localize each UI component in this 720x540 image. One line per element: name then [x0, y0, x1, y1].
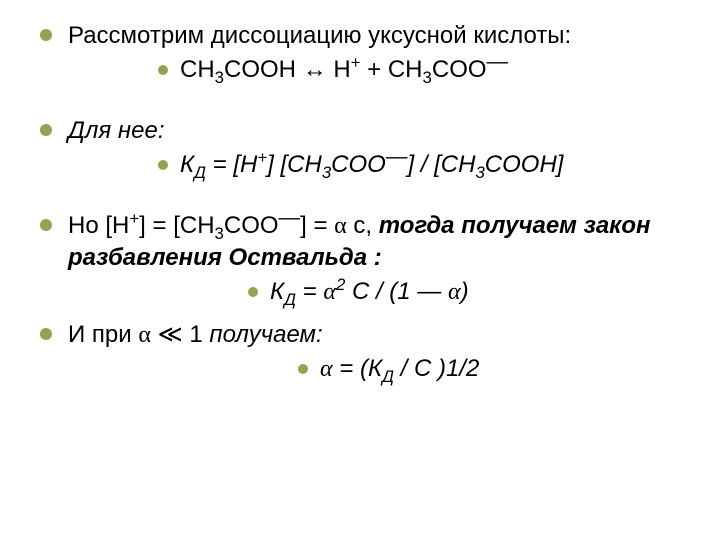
bullet-dot: [40, 124, 52, 136]
formula-2: КД = [H+] [CH3COO—] / [CH3COOH]: [180, 149, 563, 181]
sub-line-4: α = (КД / C )1/2: [68, 353, 690, 385]
sub-bullet-dot: [298, 364, 308, 374]
bullet-dot: [40, 328, 52, 340]
bullet-item-1: Рассмотрим диссоциацию уксусной кислоты:…: [40, 20, 690, 87]
content-2: Для нее: КД = [H+] [CH3COO—] / [CH3COOH]: [68, 115, 690, 182]
content-3: Но [H+] = [CH3COO—] = α c, тогда получае…: [68, 210, 690, 309]
content-4: И при α ≪ 1 получаем: α = (КД / C )1/2: [68, 319, 690, 386]
bullet-item-4: И при α ≪ 1 получаем: α = (КД / C )1/2: [40, 319, 690, 386]
formula-4: α = (КД / C )1/2: [320, 353, 479, 385]
sub-bullet-dot: [248, 287, 258, 297]
sub-line-3: КД = α2 C / (1 — α): [68, 276, 690, 308]
line-3: Но [H+] = [CH3COO—] = α c, тогда получае…: [68, 210, 690, 275]
formula-1: CH3COOH ↔ H+ + CH3COO—: [180, 54, 508, 86]
formula-3: КД = α2 C / (1 — α): [270, 276, 469, 308]
line-2: Для нее:: [68, 115, 690, 147]
content-1: Рассмотрим диссоциацию уксусной кислоты:…: [68, 20, 690, 87]
bullet-item-2: Для нее: КД = [H+] [CH3COO—] / [CH3COOH]: [40, 115, 690, 182]
line-4: И при α ≪ 1 получаем:: [68, 319, 690, 351]
bullet-dot: [40, 219, 52, 231]
sub-line-1: CH3COOH ↔ H+ + CH3COO—: [68, 54, 690, 86]
sub-line-2: КД = [H+] [CH3COO—] / [CH3COOH]: [68, 149, 690, 181]
line-1: Рассмотрим диссоциацию уксусной кислоты:: [68, 20, 690, 52]
sub-bullet-dot: [158, 160, 168, 170]
bullet-dot: [40, 29, 52, 41]
sub-bullet-dot: [158, 65, 168, 75]
bullet-item-3: Но [H+] = [CH3COO—] = α c, тогда получае…: [40, 210, 690, 309]
